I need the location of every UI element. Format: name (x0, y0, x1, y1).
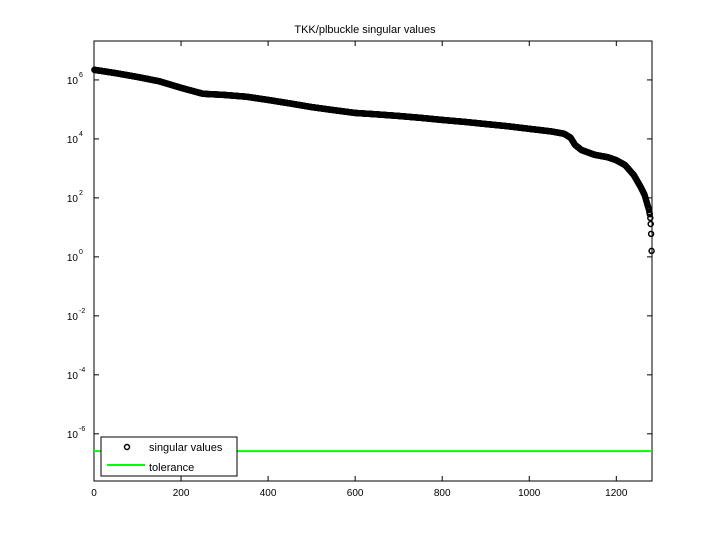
y-tick-exponent: 0 (79, 249, 83, 256)
x-tick-label: 600 (347, 488, 364, 499)
y-tick-exponent: -6 (79, 426, 85, 433)
x-tick-label: 1000 (518, 488, 541, 499)
singular-values-markers (91, 66, 655, 255)
y-tick-label: 10 (67, 135, 79, 146)
legend-box (100, 436, 238, 477)
y-tick-exponent: 2 (79, 190, 83, 197)
y-tick-label: 10 (67, 430, 79, 441)
y-tick-exponent: 6 (79, 72, 83, 79)
y-tick-exponent: 4 (79, 131, 83, 138)
x-axis-ticks: 0 200 400 600 800 1000 1200 (91, 41, 628, 499)
y-tick-label: 10 (67, 76, 79, 87)
legend-label-singular-values: singular values (149, 442, 223, 454)
circle-marker-icon (123, 443, 131, 451)
x-tick-label: 400 (260, 488, 277, 499)
y-tick-label: 10 (67, 194, 79, 205)
y-tick-label: 10 (67, 253, 79, 264)
x-tick-label: 800 (434, 488, 451, 499)
y-tick-exponent: -4 (79, 367, 85, 374)
axes-box (93, 40, 653, 482)
chart-title: TKK/plbuckle singular values (294, 24, 436, 36)
x-tick-label: 0 (91, 488, 97, 499)
legend: singular values tolerance (100, 436, 238, 477)
x-tick-label: 1200 (605, 488, 628, 499)
y-tick-label: 10 (67, 312, 79, 323)
x-tick-label: 200 (173, 488, 190, 499)
y-tick-label: 10 (67, 371, 79, 382)
y-tick-exponent: -2 (79, 308, 85, 315)
legend-label-tolerance: tolerance (149, 462, 194, 474)
